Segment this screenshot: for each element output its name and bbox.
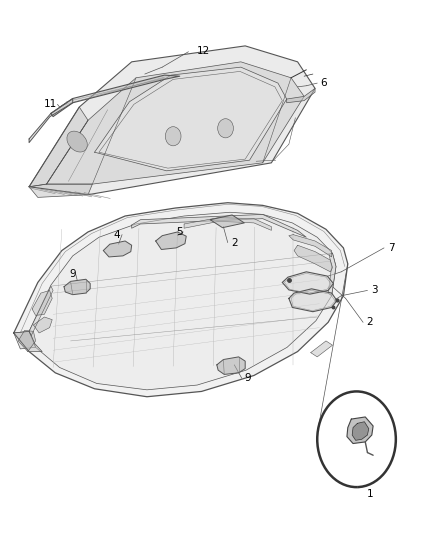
Polygon shape [32, 290, 52, 316]
Text: 5: 5 [177, 227, 183, 237]
Polygon shape [51, 75, 180, 117]
Text: 11: 11 [44, 99, 57, 109]
Circle shape [165, 127, 181, 146]
Polygon shape [347, 417, 373, 443]
Polygon shape [328, 253, 336, 296]
Polygon shape [64, 279, 90, 295]
Polygon shape [29, 107, 88, 187]
Polygon shape [29, 212, 336, 390]
Polygon shape [294, 245, 332, 272]
Polygon shape [283, 272, 333, 294]
Circle shape [317, 391, 396, 487]
Text: 7: 7 [388, 243, 395, 253]
Polygon shape [29, 184, 92, 197]
Polygon shape [217, 357, 245, 374]
Polygon shape [289, 289, 337, 312]
Polygon shape [311, 341, 332, 357]
Polygon shape [289, 235, 332, 257]
Text: 9: 9 [69, 270, 76, 279]
Text: 9: 9 [244, 373, 251, 383]
Text: 2: 2 [366, 317, 373, 327]
Polygon shape [46, 62, 304, 184]
Text: 6: 6 [321, 78, 327, 88]
Polygon shape [29, 99, 73, 143]
Polygon shape [18, 330, 35, 352]
Polygon shape [14, 332, 35, 349]
Ellipse shape [67, 131, 87, 152]
Polygon shape [29, 286, 53, 336]
Polygon shape [33, 317, 52, 333]
Polygon shape [132, 214, 306, 237]
Text: 12: 12 [197, 46, 210, 56]
Polygon shape [95, 67, 287, 171]
Polygon shape [210, 215, 244, 228]
Text: 1: 1 [366, 489, 373, 499]
Text: 2: 2 [231, 238, 237, 247]
Polygon shape [14, 332, 42, 352]
Text: 3: 3 [371, 286, 377, 295]
Polygon shape [184, 217, 272, 230]
Circle shape [218, 119, 233, 138]
Polygon shape [352, 422, 369, 440]
Polygon shape [14, 203, 348, 397]
Polygon shape [155, 232, 186, 249]
Polygon shape [103, 241, 132, 257]
Polygon shape [287, 88, 315, 103]
Text: 4: 4 [113, 230, 120, 240]
Polygon shape [29, 46, 315, 195]
